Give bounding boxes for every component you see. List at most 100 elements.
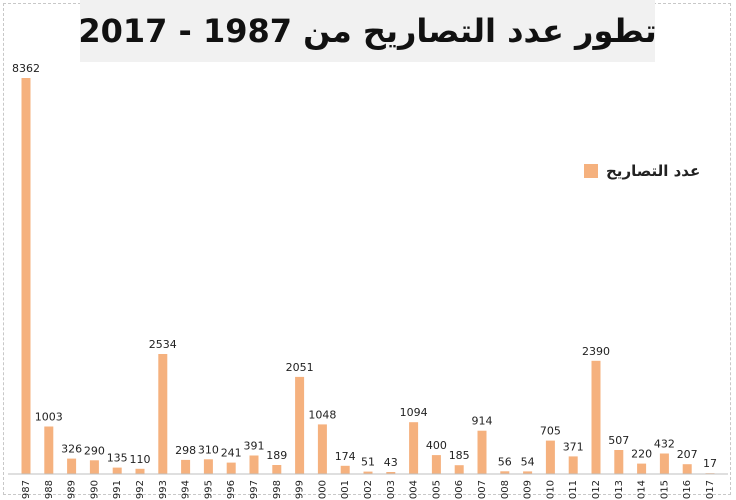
bars-group bbox=[21, 78, 715, 474]
value-label-1996: 241 bbox=[221, 447, 242, 460]
value-label-2003: 43 bbox=[384, 456, 398, 469]
bar-2005 bbox=[431, 455, 441, 474]
value-label-2001: 174 bbox=[335, 450, 356, 463]
value-label-2008: 56 bbox=[498, 455, 512, 468]
value-label-1992: 110 bbox=[130, 453, 151, 466]
bar-2008 bbox=[500, 471, 510, 474]
value-label-2011: 371 bbox=[563, 440, 584, 453]
value-label-2014: 220 bbox=[631, 448, 652, 461]
legend-label: عدد التصاريح bbox=[606, 162, 701, 180]
bar-2013 bbox=[614, 450, 624, 474]
bar-2007 bbox=[477, 430, 487, 474]
tick-label-1992: 992 bbox=[135, 480, 146, 499]
bar-2003 bbox=[386, 472, 396, 474]
value-label-2004: 1094 bbox=[400, 406, 428, 419]
tick-label-2016: 016 bbox=[682, 480, 693, 499]
value-label-2009: 54 bbox=[521, 455, 535, 468]
bar-1993 bbox=[158, 354, 168, 474]
tick-label-2005: 005 bbox=[431, 480, 442, 499]
value-label-1991: 135 bbox=[107, 452, 128, 465]
bar-1988 bbox=[44, 426, 54, 474]
tick-label-2004: 004 bbox=[409, 480, 420, 499]
tick-label-2011: 011 bbox=[568, 480, 579, 499]
tick-label-1993: 993 bbox=[158, 480, 169, 499]
tick-label-1989: 989 bbox=[67, 480, 78, 499]
bar-1998 bbox=[272, 465, 282, 474]
value-label-2016: 207 bbox=[677, 448, 698, 461]
bar-1994 bbox=[181, 459, 191, 474]
value-label-2017: 17 bbox=[703, 457, 717, 470]
value-label-2006: 185 bbox=[449, 449, 470, 462]
bar-2002 bbox=[363, 471, 373, 474]
bar-2001 bbox=[340, 465, 350, 474]
value-label-1995: 310 bbox=[198, 443, 219, 456]
tick-label-2012: 012 bbox=[591, 480, 602, 499]
legend: عدد التصاريح bbox=[584, 160, 700, 182]
value-label-1987: 8362 bbox=[12, 62, 40, 75]
bar-1995 bbox=[203, 459, 213, 474]
bar-2000 bbox=[317, 424, 327, 474]
tick-label-2013: 013 bbox=[614, 480, 625, 499]
bar-1992 bbox=[135, 468, 145, 474]
bar-2014 bbox=[637, 463, 647, 474]
value-label-2015: 432 bbox=[654, 438, 675, 451]
bar-2012 bbox=[591, 360, 601, 474]
value-label-2010: 705 bbox=[540, 425, 561, 438]
chart-title: تطور عدد التصاريح من 1987 - 2017 bbox=[78, 12, 657, 50]
tick-labels-group: 987 988 989 990 991 992 993 994 995 996 997 998 999 0… bbox=[21, 480, 716, 499]
tick-label-2017: 017 bbox=[705, 480, 716, 499]
value-label-1998: 189 bbox=[266, 449, 287, 462]
tick-label-1987: 987 bbox=[21, 480, 32, 499]
tick-label-2002: 002 bbox=[363, 480, 374, 499]
bar-2016 bbox=[682, 464, 692, 474]
value-label-2012: 2390 bbox=[582, 345, 610, 358]
value-label-2002: 51 bbox=[361, 456, 375, 469]
tick-label-1995: 995 bbox=[203, 480, 214, 499]
value-label-1999: 2051 bbox=[286, 361, 314, 374]
bar-1996 bbox=[226, 462, 236, 474]
bar-1991 bbox=[112, 467, 122, 474]
bar-1997 bbox=[249, 455, 259, 474]
tick-label-1999: 999 bbox=[295, 480, 306, 499]
tick-label-1997: 997 bbox=[249, 480, 260, 499]
tick-label-2000: 000 bbox=[317, 480, 328, 499]
bar-2004 bbox=[409, 422, 419, 474]
bar-1989 bbox=[67, 458, 77, 474]
title-banner: تطور عدد التصاريح من 1987 - 2017 bbox=[78, 0, 657, 62]
tick-label-2015: 015 bbox=[659, 480, 670, 499]
value-label-1989: 326 bbox=[61, 443, 82, 456]
bar-2010 bbox=[545, 440, 555, 474]
tick-label-2001: 001 bbox=[340, 480, 351, 499]
value-label-1997: 391 bbox=[244, 440, 265, 453]
tick-label-2003: 003 bbox=[386, 480, 397, 499]
bar-1990 bbox=[89, 460, 99, 474]
bar-2015 bbox=[659, 453, 669, 474]
value-label-1994: 298 bbox=[175, 444, 196, 457]
bar-2009 bbox=[523, 471, 533, 474]
bar-2006 bbox=[454, 465, 464, 474]
tick-label-1990: 990 bbox=[89, 480, 100, 499]
tick-label-2009: 009 bbox=[523, 480, 534, 499]
tick-label-1998: 998 bbox=[272, 480, 283, 499]
tick-label-2007: 007 bbox=[477, 480, 488, 499]
value-label-1993: 2534 bbox=[149, 338, 177, 351]
tick-label-2010: 010 bbox=[545, 480, 556, 499]
value-label-2007: 914 bbox=[472, 415, 493, 428]
tick-label-1988: 988 bbox=[44, 480, 55, 499]
bar-2011 bbox=[568, 456, 578, 474]
value-label-1988: 1003 bbox=[35, 411, 63, 424]
bar-1987 bbox=[21, 78, 31, 474]
value-label-2013: 507 bbox=[608, 434, 629, 447]
legend-swatch bbox=[584, 164, 598, 178]
tick-label-2006: 006 bbox=[454, 480, 465, 499]
tick-label-2014: 014 bbox=[637, 480, 648, 499]
bar-1999 bbox=[295, 376, 305, 474]
tick-label-1991: 991 bbox=[112, 480, 123, 499]
tick-label-1994: 994 bbox=[181, 480, 192, 499]
value-label-2005: 400 bbox=[426, 439, 447, 452]
tick-label-1996: 996 bbox=[226, 480, 237, 499]
value-label-1990: 290 bbox=[84, 444, 105, 457]
value-label-2000: 1048 bbox=[308, 408, 336, 421]
